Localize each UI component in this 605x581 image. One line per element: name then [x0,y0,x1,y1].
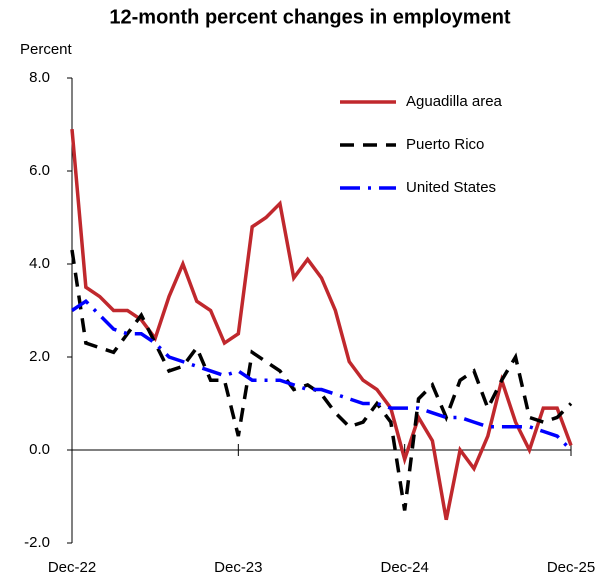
legend-label: Aguadilla area [406,93,503,110]
y-tick-label: 2.0 [29,348,50,365]
chart-title: 12-month percent changes in employment [109,6,511,28]
y-tick-label: 6.0 [29,162,50,179]
legend-label: Puerto Rico [406,136,484,153]
y-tick-label: 4.0 [29,255,50,272]
series-line [71,298,573,452]
x-tick-label: Dec-23 [214,559,262,576]
x-tick-label: Dec-22 [48,559,96,576]
y-tick-label: -2.0 [24,534,50,551]
y-axis-label: Percent [20,41,73,58]
x-tick-label: Dec-24 [380,559,428,576]
x-tick-label: Dec-25 [547,559,595,576]
y-tick-label: 8.0 [29,69,50,86]
y-tick-label: 0.0 [29,441,50,458]
series-line [70,128,573,521]
series-line [70,249,573,511]
legend-label: United States [406,179,496,196]
